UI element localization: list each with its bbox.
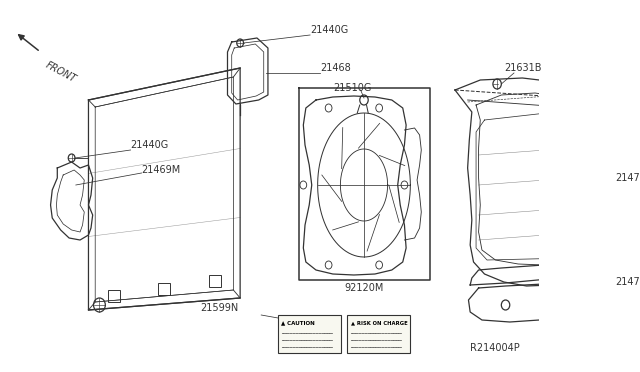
Text: 21477: 21477 xyxy=(615,277,640,287)
Text: ──────────────────: ────────────────── xyxy=(351,330,403,335)
Text: 21476: 21476 xyxy=(615,173,640,183)
Text: ──────────────────: ────────────────── xyxy=(282,344,333,349)
Text: ▲ RISK ON CHARGE: ▲ RISK ON CHARGE xyxy=(351,320,407,325)
FancyBboxPatch shape xyxy=(347,315,410,353)
Text: 21510G: 21510G xyxy=(333,83,371,93)
Text: 21440G: 21440G xyxy=(131,140,169,150)
FancyBboxPatch shape xyxy=(278,315,341,353)
Text: 21631B: 21631B xyxy=(504,63,541,73)
Text: ──────────────────: ────────────────── xyxy=(282,337,333,342)
Text: 21469M: 21469M xyxy=(141,165,181,175)
Text: R214004P: R214004P xyxy=(470,343,520,353)
Text: ──────────────────: ────────────────── xyxy=(351,337,403,342)
Text: 21468: 21468 xyxy=(320,63,351,73)
Text: ──────────────────: ────────────────── xyxy=(282,330,333,335)
Text: ──────────────────: ────────────────── xyxy=(351,344,403,349)
Text: 92120M: 92120M xyxy=(344,283,384,293)
Text: 21599N: 21599N xyxy=(200,303,239,313)
Text: 21440G: 21440G xyxy=(310,25,348,35)
Text: ▲ CAUTION: ▲ CAUTION xyxy=(282,320,315,325)
Text: FRONT: FRONT xyxy=(44,60,78,84)
